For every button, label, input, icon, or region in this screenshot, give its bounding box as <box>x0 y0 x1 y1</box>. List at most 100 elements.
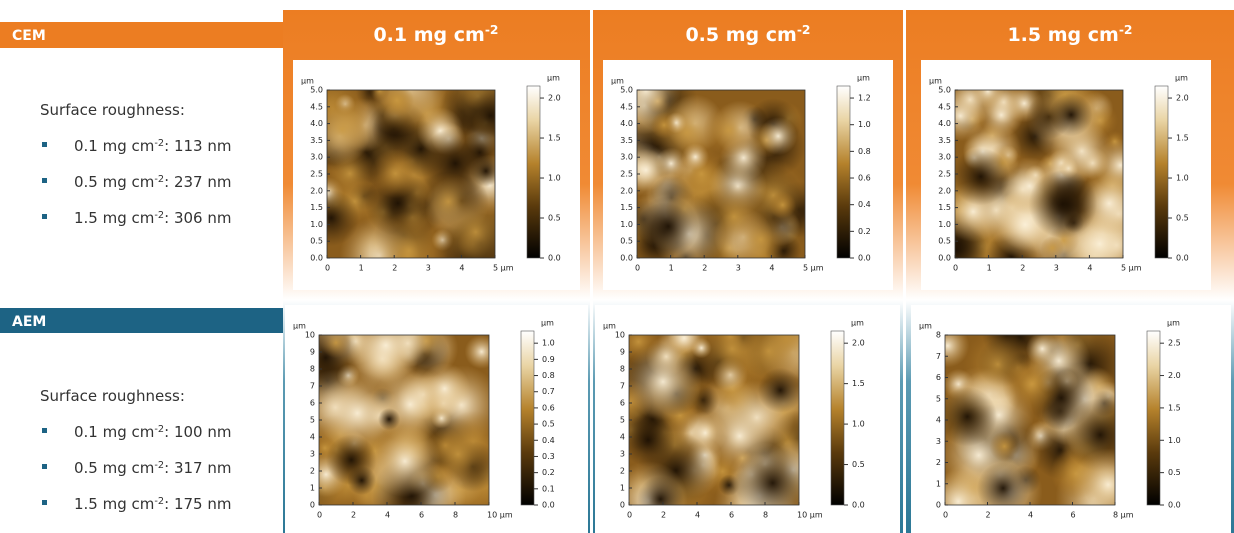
y-tick-label: 5 <box>620 416 625 425</box>
colorbar-tick-label: 0.7 <box>542 387 555 396</box>
y-tick-label: 8 <box>620 365 625 374</box>
colorbar-tick-label: 1.0 <box>858 120 871 129</box>
colorbar-unit: µm <box>547 74 560 83</box>
x-tick-label: 6 <box>1071 511 1076 520</box>
text-part: : 100 nm <box>164 423 231 441</box>
y-tick-label: 2.0 <box>938 186 951 195</box>
y-tick-label: 1.0 <box>938 220 951 229</box>
y-tick-label: 0 <box>620 501 625 510</box>
colorbar-tick-label: 1.5 <box>852 379 865 388</box>
colorbar-tick-label: 0.2 <box>858 227 871 236</box>
y-tick-label: 0 <box>310 501 315 510</box>
list-item: 1.5 mg cm-2: 306 nm <box>74 209 231 227</box>
colorbar-unit: µm <box>541 319 554 328</box>
y-tick-label: 1.5 <box>938 203 951 212</box>
x-tick-label: 8 <box>763 511 768 520</box>
y-tick-label: 6 <box>310 399 315 408</box>
section-label: AEM <box>12 314 46 330</box>
y-tick-label: 5 <box>936 394 941 403</box>
colorbar-tick-label: 1.0 <box>1168 436 1181 445</box>
colorbar-tick-label: 0.3 <box>542 452 555 461</box>
y-tick-label: 2 <box>936 458 941 467</box>
y-tick-label: 5 <box>310 416 315 425</box>
column-header: 0.5 mg cm-2 <box>685 23 810 46</box>
y-tick-label: 3.5 <box>938 136 951 145</box>
texture <box>651 112 678 139</box>
y-tick-label: 2.0 <box>620 186 633 195</box>
x-tick-label: 6 <box>729 511 734 520</box>
texture <box>938 387 997 446</box>
y-tick-label: 4 <box>310 433 315 442</box>
afm-image <box>607 303 831 533</box>
afm-panel: µm0123456789100246810 µmµm0.00.10.20.30.… <box>285 305 588 533</box>
y-tick-label: 10 <box>305 331 315 340</box>
colorbar <box>527 86 540 258</box>
y-tick-label: 0.0 <box>620 254 633 263</box>
x-tick-label: 2 <box>702 264 707 273</box>
superscript: -2 <box>154 138 164 149</box>
colorbar-tick-label: 2.5 <box>1168 339 1181 348</box>
y-tick-label: 1.5 <box>310 203 323 212</box>
section-label: CEM <box>12 28 46 44</box>
y-tick-label: 2 <box>620 467 625 476</box>
texture <box>655 147 687 179</box>
x-tick-label: 2 <box>661 511 666 520</box>
y-tick-label: 0.5 <box>620 237 633 246</box>
colorbar <box>831 331 844 505</box>
text-part: 0.1 mg cm <box>74 137 154 155</box>
x-tick-label: 5 µm <box>493 264 514 273</box>
x-tick-label: 0 <box>635 264 640 273</box>
y-tick-label: 8 <box>936 331 941 340</box>
bullet <box>42 428 47 433</box>
colorbar-unit: µm <box>857 74 870 83</box>
x-tick-label: 5 µm <box>1121 264 1142 273</box>
colorbar <box>1155 86 1168 258</box>
texture <box>1050 93 1093 136</box>
text-part: : 113 nm <box>164 137 231 155</box>
y-tick-label: 2.5 <box>938 170 951 179</box>
colorbar-tick-label: 0.5 <box>548 214 561 223</box>
list-item: 0.5 mg cm-2: 317 nm <box>74 459 231 477</box>
x-tick-label: 10 µm <box>487 511 513 520</box>
x-tick-label: 0 <box>627 511 632 520</box>
text-part: : 306 nm <box>164 209 231 227</box>
x-tick-label: 0 <box>953 264 958 273</box>
y-tick-label: 3 <box>310 450 315 459</box>
texture <box>759 117 797 155</box>
list-heading: Surface roughness: <box>40 101 185 119</box>
texture <box>371 149 421 199</box>
y-tick-label: 3.0 <box>310 153 323 162</box>
superscript: -2 <box>154 210 164 221</box>
texture <box>989 431 1019 461</box>
x-tick-label: 6 <box>419 511 424 520</box>
y-tick-label: 0 <box>936 501 941 510</box>
text-part: 0.1 mg cm <box>74 423 154 441</box>
x-tick-label: 0 <box>317 511 322 520</box>
colorbar <box>837 86 850 258</box>
colorbar-tick-label: 1.0 <box>1176 174 1189 183</box>
x-tick-label: 2 <box>392 264 397 273</box>
colorbar-tick-label: 0.4 <box>858 200 871 209</box>
texture <box>624 343 702 421</box>
texture <box>705 402 774 471</box>
y-tick-label: 3.0 <box>938 153 951 162</box>
texture <box>952 148 1010 206</box>
texture <box>369 425 441 497</box>
text-part: 1.5 mg cm <box>74 209 154 227</box>
colorbar <box>521 331 534 505</box>
superscript: -2 <box>797 23 811 37</box>
colorbar-tick-label: 2.0 <box>548 94 561 103</box>
text-part: 0.5 mg cm <box>74 173 154 191</box>
y-tick-label: 0.0 <box>938 254 951 263</box>
y-tick-label: 4.0 <box>620 119 633 128</box>
y-unit: µm <box>611 77 624 86</box>
colorbar-tick-label: 1.0 <box>542 339 555 348</box>
texture <box>691 338 712 359</box>
x-tick-label: 0 <box>943 511 948 520</box>
y-tick-label: 4.5 <box>620 102 633 111</box>
x-tick-label: 2 <box>351 511 356 520</box>
afm-panel: µm01234567802468 µmµm0.00.51.01.52.02.5 <box>911 304 1231 533</box>
y-tick-label: 1.5 <box>620 203 633 212</box>
bullet <box>42 464 47 469</box>
